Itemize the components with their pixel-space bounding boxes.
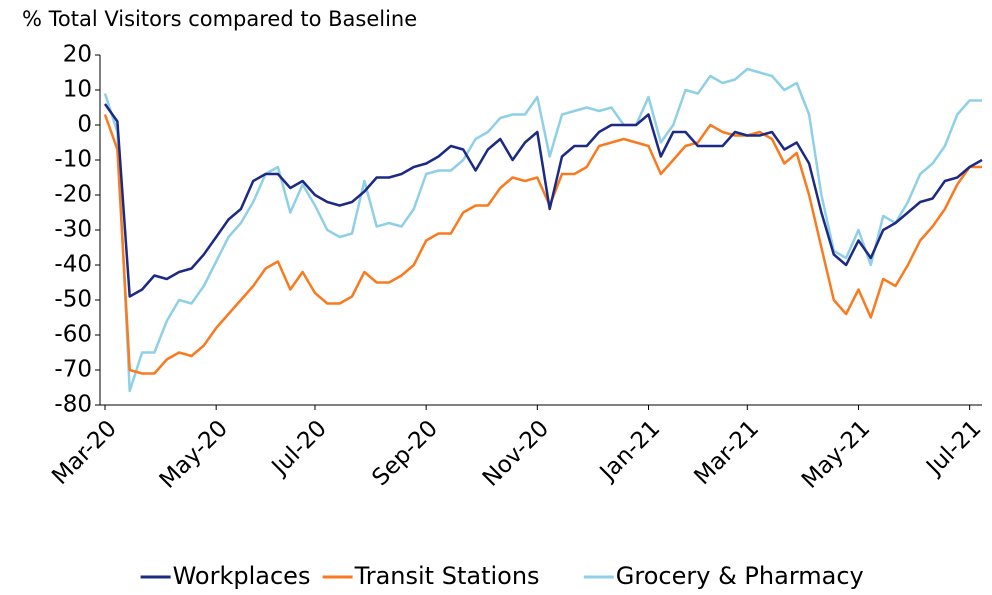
y-tick-label: 20 [63, 42, 92, 68]
y-tick-label: -20 [54, 182, 92, 208]
chart-title: % Total Visitors compared to Baseline [22, 7, 417, 31]
series-line [103, 114, 982, 375]
legend-label: Transit Stations [354, 562, 540, 590]
x-tick-label: Nov-20 [478, 415, 554, 491]
series-line [103, 67, 982, 393]
y-tick-label: -70 [54, 357, 92, 383]
y-tick-label: 0 [77, 112, 92, 138]
x-tick-label: Jul-21 [920, 415, 986, 481]
x-tick-label: Jan-21 [594, 415, 665, 486]
y-tick-label: -50 [54, 287, 92, 313]
y-tick-label: -80 [54, 392, 92, 418]
x-tick-label: May-21 [797, 415, 875, 493]
y-tick-label: -10 [54, 147, 92, 173]
series-line [103, 103, 983, 298]
x-tick-label: Mar-21 [690, 415, 765, 490]
y-tick-label: -30 [54, 217, 92, 243]
legend-label: Workplaces [173, 562, 311, 590]
x-tick-label: May-20 [155, 415, 233, 493]
legend-label: Grocery & Pharmacy [616, 562, 864, 590]
y-tick-label: 10 [63, 77, 92, 103]
x-tick-label: Jul-20 [266, 415, 332, 481]
y-tick-label: -60 [54, 322, 92, 348]
y-tick-label: -40 [54, 252, 92, 278]
x-tick-label: Mar-20 [47, 415, 122, 490]
x-tick-label: Sep-20 [367, 415, 443, 491]
